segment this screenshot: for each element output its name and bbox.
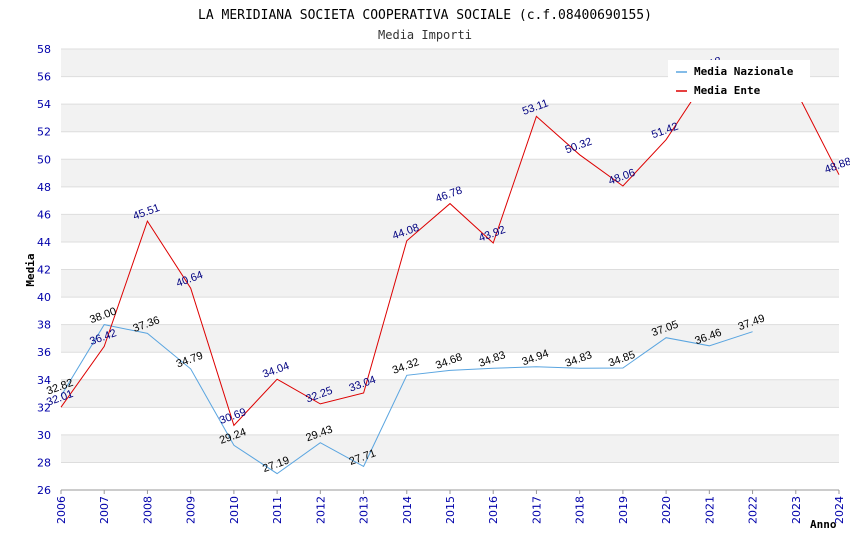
legend: Media Nazionale Media Ente	[668, 60, 810, 102]
x-tick-label: 2011	[271, 496, 284, 524]
y-tick-label: 38	[37, 319, 51, 332]
x-tick-label: 2022	[747, 496, 760, 524]
x-tick-label: 2019	[617, 496, 630, 524]
y-tick-label: 32	[37, 401, 51, 414]
x-tick-label: 2013	[358, 496, 371, 524]
grid-band	[61, 214, 839, 242]
y-tick-label: 50	[37, 153, 51, 166]
grid-band	[61, 297, 839, 325]
x-axis-ticks: 2006 2007 2008 2009 2010 2011 2012 2013 2014 2015…	[55, 490, 846, 524]
grid-band	[61, 462, 839, 490]
x-tick-label: 2012	[314, 496, 327, 524]
y-tick-label: 40	[37, 291, 51, 304]
grid-band	[61, 379, 839, 408]
y-tick-label: 52	[37, 126, 51, 139]
y-tick-label: 48	[37, 181, 51, 194]
x-tick-label: 2014	[401, 496, 414, 524]
x-tick-label: 2017	[530, 496, 543, 524]
x-tick-label: 2018	[574, 496, 587, 524]
x-tick-label: 2016	[487, 496, 500, 524]
chart-subtitle: Media Importi	[378, 28, 472, 42]
grid-band	[61, 434, 839, 463]
grid-band	[61, 407, 839, 435]
y-tick-label: 58	[37, 43, 51, 56]
series-line-media-nazionale	[60, 324, 753, 475]
grid-band	[61, 159, 839, 187]
y-tick-label: 46	[37, 208, 51, 221]
grid-bands	[61, 49, 839, 490]
legend-label-media-nazionale: Media Nazionale	[694, 65, 794, 78]
grid-band	[61, 241, 839, 270]
grid-band	[61, 324, 839, 353]
x-tick-label: 2023	[790, 496, 803, 524]
y-tick-label: 44	[37, 236, 51, 249]
y-tick-label: 54	[37, 98, 51, 111]
y-axis-label: Media	[24, 253, 37, 286]
y-tick-label: 34	[37, 374, 51, 387]
grid-band	[61, 269, 839, 298]
legend-label-media-ente: Media Ente	[694, 84, 761, 97]
x-tick-label: 2008	[141, 496, 154, 524]
y-tick-label: 26	[37, 484, 51, 497]
y-tick-label: 42	[37, 264, 51, 277]
grid-band	[61, 186, 839, 215]
grid-lines	[61, 48, 839, 491]
y-axis-ticks: 26 28 30 32 34 36 38 40 42 44 46 48 50 52 54 56 58	[37, 43, 51, 497]
grid-band	[61, 352, 839, 380]
grid-band	[61, 131, 839, 160]
chart-title: LA MERIDIANA SOCIETA COOPERATIVA SOCIALE…	[198, 8, 652, 23]
legend-box	[668, 60, 810, 102]
x-axis-label: Anno	[810, 518, 837, 531]
x-tick-label: 2006	[55, 496, 68, 524]
y-tick-label: 30	[37, 429, 51, 442]
y-tick-label: 28	[37, 456, 51, 469]
x-tick-label: 2024	[833, 496, 846, 524]
x-tick-label: 2007	[98, 496, 111, 524]
y-tick-label: 56	[37, 71, 51, 84]
x-tick-label: 2015	[444, 496, 457, 524]
grid-band	[61, 104, 839, 132]
x-tick-label: 2009	[185, 496, 198, 524]
x-tick-label: 2020	[660, 496, 673, 524]
x-tick-label: 2021	[703, 496, 716, 524]
y-tick-label: 36	[37, 346, 51, 359]
x-tick-label: 2010	[228, 496, 241, 524]
